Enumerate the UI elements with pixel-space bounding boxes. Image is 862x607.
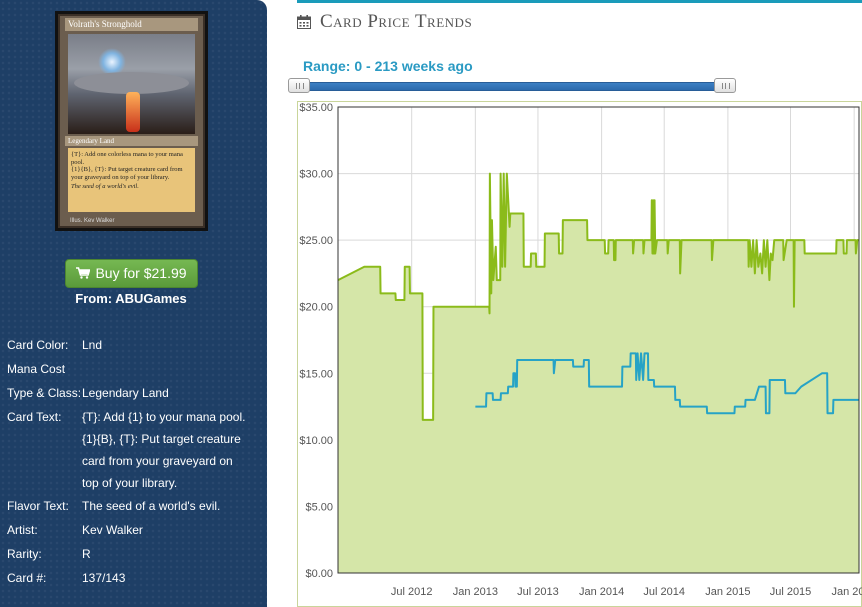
attr-label: Type & Class: [7, 386, 82, 400]
attr-row-card-number: Card #: 137/143 [7, 566, 262, 590]
page-title: Card Price Trends [320, 11, 473, 32]
attr-label: Rarity: [7, 547, 42, 561]
card-image-type-line: Legendary Land [65, 136, 198, 146]
attr-value: Lnd [82, 338, 103, 352]
buy-button-label: Buy for $21.99 [95, 265, 187, 281]
attr-row-artist: Artist: Kev Walker [7, 518, 262, 542]
y-tick-label: $10.00 [299, 435, 333, 447]
attr-row-mana-cost: Mana Cost [7, 357, 262, 381]
range-slider-min-handle[interactable] [288, 78, 310, 93]
y-tick-label: $35.00 [299, 102, 333, 114]
attr-row-rarity: Rarity: R [7, 542, 262, 566]
range-value: 0 - 213 weeks ago [354, 58, 473, 74]
attr-row-color: Card Color: Lnd [7, 333, 262, 357]
attr-label: Artist: [7, 523, 38, 537]
seller-label: From: ABUGames [75, 291, 187, 306]
card-image-name: Volrath's Stronghold [65, 18, 198, 31]
card-artwork [68, 34, 195, 134]
series-1-line [475, 352, 859, 415]
attr-label: Card #: [7, 571, 47, 585]
y-tick-label: $5.00 [305, 501, 333, 513]
attr-value: R [82, 547, 91, 561]
card-image-rules-1: {T}: Add one colorless mana to your mana… [71, 151, 183, 166]
attr-value-multiline: {T}: Add {1} to your mana pool. {1}{B}, … [82, 405, 262, 494]
artwork-lava [126, 92, 140, 132]
attr-row-type: Type & Class: Legendary Land [7, 381, 262, 405]
card-text-line: {T}: Add {1} to your mana pool. [82, 410, 246, 424]
y-tick-label: $30.00 [299, 169, 333, 181]
attr-value: Kev Walker [82, 523, 143, 537]
header-accent-rule [297, 0, 862, 3]
attr-label: Flavor Text: [7, 499, 69, 513]
series-0-area [338, 173, 859, 574]
y-tick-label: $15.00 [299, 368, 333, 380]
x-tick-label: Jan 2015 [705, 586, 750, 598]
card-image-flavor: The seed of a world's evil. [71, 183, 139, 190]
attr-value: The seed of a world's evil. [82, 499, 221, 513]
card-frame: Volrath's Stronghold Legendary Land {T}:… [58, 14, 205, 228]
x-tick-label: Jul 2014 [643, 586, 685, 598]
attr-row-flavor: Flavor Text: The seed of a world's evil. [7, 494, 262, 518]
artwork-rock [74, 72, 189, 94]
range-slider-track[interactable] [295, 82, 732, 91]
attr-row-card-text: Card Text: {T}: Add {1} to your mana poo… [7, 405, 262, 494]
card-attributes: Card Color: Lnd Mana Cost Type & Class: … [7, 333, 262, 590]
card-text-line: card from your graveyard on [82, 454, 233, 468]
calendar-icon [297, 15, 311, 29]
series-0-line [337, 172, 859, 421]
attr-label: Card Text: [7, 410, 62, 424]
range-label-prefix: Range: [303, 58, 351, 74]
attr-label: Card Color: [7, 338, 69, 352]
buy-button[interactable]: Buy for $21.99 [65, 259, 198, 288]
x-tick-label: Jul 2013 [517, 586, 559, 598]
x-tick-label: Jan 2013 [453, 586, 498, 598]
card-sidebar: Volrath's Stronghold Legendary Land {T}:… [0, 0, 267, 607]
attr-value: 137/143 [82, 571, 126, 585]
attr-value [82, 357, 262, 381]
x-tick-label: Jul 2012 [391, 586, 433, 598]
plot-area-border [337, 106, 860, 574]
card-image-rules-2: {1}{B}, {T}: Put target creature card fr… [71, 166, 183, 181]
x-tick-label: Jan 2016 [832, 586, 862, 598]
shopping-cart-icon [76, 267, 91, 279]
card-image: Volrath's Stronghold Legendary Land {T}:… [55, 11, 208, 231]
artwork-glow [98, 48, 126, 76]
range-label: Range: 0 - 213 weeks ago [303, 58, 473, 74]
y-tick-label: $25.00 [299, 235, 333, 247]
card-image-artist-credit: Illus. Kev Walker [70, 218, 115, 224]
y-tick-label: $20.00 [299, 302, 333, 314]
attr-value: Legendary Land [82, 386, 169, 400]
x-tick-label: Jan 2014 [579, 586, 624, 598]
card-text-line: {1}{B}, {T}: Put target creature [82, 432, 241, 446]
card-text-line: top of your library. [82, 476, 178, 490]
y-tick-label: $0.00 [305, 568, 333, 580]
card-image-textbox: {T}: Add one colorless mana to your mana… [68, 148, 195, 212]
attr-label: Mana Cost [7, 362, 66, 376]
range-slider-max-handle[interactable] [714, 78, 736, 93]
section-heading: Card Price Trends [297, 10, 472, 34]
price-trend-chart: $0.00 $5.00 $10.00 $15.00 $20.00 $25.00 $30.00… [297, 101, 862, 607]
x-tick-label: Jul 2015 [770, 586, 812, 598]
